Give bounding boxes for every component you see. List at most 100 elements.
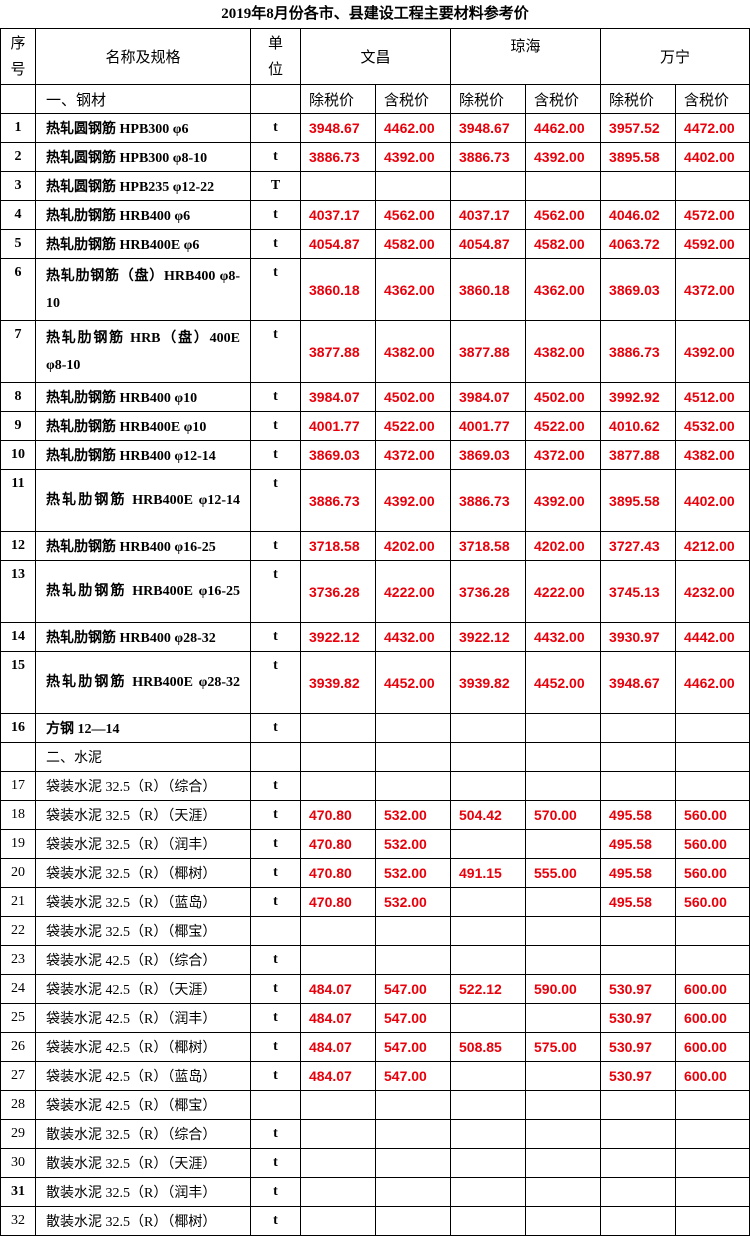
material-name: 袋装水泥 42.5（R）（润丰） xyxy=(35,1003,251,1033)
price-incl-tax: 570.00 xyxy=(525,800,602,830)
price-incl-tax: 4502.00 xyxy=(525,382,602,412)
price-incl-tax: 4222.00 xyxy=(525,560,602,623)
row-number: 23 xyxy=(0,945,36,975)
price-incl-tax xyxy=(675,1119,750,1149)
cell xyxy=(675,742,750,772)
price-incl-tax: 547.00 xyxy=(374,1032,452,1062)
cell xyxy=(0,84,36,114)
row-number: 30 xyxy=(0,1148,36,1178)
unit: t xyxy=(250,713,301,743)
price-incl-tax xyxy=(525,1090,602,1120)
price-incl-tax: 547.00 xyxy=(374,1061,452,1091)
price-pre-tax: 3984.07 xyxy=(300,382,376,412)
unit: t xyxy=(250,1119,301,1149)
price-incl-tax xyxy=(525,1206,602,1236)
price-pre-tax xyxy=(450,1003,527,1033)
material-name: 热轧肋钢筋 HRB400E φ28-32 xyxy=(35,651,251,714)
table-row: 19 袋装水泥 32.5（R）（润丰） t 470.80 532.00 495.58 560… xyxy=(0,829,750,859)
price-pre-tax: 484.07 xyxy=(300,974,376,1004)
price-pre-tax xyxy=(300,1119,376,1149)
price-incl-tax xyxy=(374,1090,452,1120)
price-incl-tax xyxy=(525,713,602,743)
price-pre-tax: 470.80 xyxy=(300,829,376,859)
price-incl-tax xyxy=(525,829,602,859)
price-pre-tax: 3736.28 xyxy=(450,560,527,623)
price-pre-tax xyxy=(300,945,376,975)
price-pre-tax xyxy=(450,713,527,743)
header-no: 序号 xyxy=(0,28,36,85)
cell xyxy=(450,742,527,772)
price-pre-tax: 3718.58 xyxy=(450,531,527,561)
material-name: 袋装水泥 42.5（R）（天涯） xyxy=(35,974,251,1004)
price-incl-tax xyxy=(374,713,452,743)
price-incl-tax: 4392.00 xyxy=(675,320,750,383)
table-row: 32 散装水泥 32.5（R）（椰树） t xyxy=(0,1206,750,1236)
row-number: 4 xyxy=(0,200,36,230)
price-incl-tax: 4562.00 xyxy=(374,200,452,230)
price-incl-tax xyxy=(374,1177,452,1207)
price-pre-tax: 3745.13 xyxy=(600,560,677,623)
table-row: 10 热轧肋钢筋 HRB400 φ12-14 t 3869.03 4372.00 3869… xyxy=(0,440,750,470)
table-row: 30 散装水泥 32.5（R）（天涯） t xyxy=(0,1148,750,1178)
row-number: 2 xyxy=(0,142,36,172)
price-pre-tax: 484.07 xyxy=(300,1003,376,1033)
price-pre-tax: 3877.88 xyxy=(300,320,376,383)
cell xyxy=(300,742,376,772)
table-row: 27 袋装水泥 42.5（R）（蓝岛） t 484.07 547.00 530.97 600… xyxy=(0,1061,750,1091)
price-pre-tax: 470.80 xyxy=(300,800,376,830)
price-pre-tax: 4046.02 xyxy=(600,200,677,230)
price-incl-tax xyxy=(525,1003,602,1033)
material-name: 热轧圆钢筋 HPB300 φ8-10 xyxy=(35,142,251,172)
unit: t xyxy=(250,887,301,917)
unit: t xyxy=(250,411,301,441)
price-incl-tax xyxy=(374,916,452,946)
price-pre-tax xyxy=(600,1177,677,1207)
row-number: 11 xyxy=(0,469,36,532)
price-pre-tax: 484.07 xyxy=(300,1061,376,1091)
price-incl-tax xyxy=(525,171,602,201)
price-pre-tax: 3948.67 xyxy=(450,113,527,143)
price-incl-tax: 4232.00 xyxy=(675,560,750,623)
material-name: 袋装水泥 42.5（R）（蓝岛） xyxy=(35,1061,251,1091)
price-pre-tax: 3736.28 xyxy=(300,560,376,623)
price-incl-tax: 4372.00 xyxy=(525,440,602,470)
price-incl-tax: 4202.00 xyxy=(374,531,452,561)
unit xyxy=(250,1090,301,1120)
material-name: 热轧肋钢筋 HRB400 φ16-25 xyxy=(35,531,251,561)
subheader-incl-tax: 含税价 xyxy=(675,84,750,114)
price-pre-tax: 4037.17 xyxy=(450,200,527,230)
price-pre-tax xyxy=(300,1148,376,1178)
price-incl-tax: 560.00 xyxy=(675,887,750,917)
unit: t xyxy=(250,1206,301,1236)
price-pre-tax xyxy=(300,916,376,946)
price-pre-tax: 3886.73 xyxy=(300,469,376,532)
unit: t xyxy=(250,531,301,561)
row-number: 29 xyxy=(0,1119,36,1149)
material-name: 方钢 12—14 xyxy=(35,713,251,743)
price-pre-tax: 3727.43 xyxy=(600,531,677,561)
price-incl-tax: 4582.00 xyxy=(525,229,602,259)
price-pre-tax: 3922.12 xyxy=(300,622,376,652)
price-pre-tax: 495.58 xyxy=(600,800,677,830)
price-pre-tax: 3886.73 xyxy=(450,142,527,172)
price-incl-tax xyxy=(374,945,452,975)
row-number: 26 xyxy=(0,1032,36,1062)
price-pre-tax: 495.58 xyxy=(600,858,677,888)
price-pre-tax xyxy=(450,887,527,917)
header-city-wanning: 万宁 xyxy=(600,28,750,85)
price-pre-tax: 3869.03 xyxy=(600,258,677,321)
price-incl-tax: 4382.00 xyxy=(675,440,750,470)
table-row: 7 热轧肋钢筋 HRB（盘）400E φ8-10 t 3877.88 4382.00 38… xyxy=(0,320,750,383)
price-pre-tax xyxy=(600,1206,677,1236)
unit: t xyxy=(250,858,301,888)
price-pre-tax xyxy=(450,1177,527,1207)
material-name: 散装水泥 32.5（R）（综合） xyxy=(35,1119,251,1149)
price-incl-tax: 4502.00 xyxy=(374,382,452,412)
price-pre-tax: 4010.62 xyxy=(600,411,677,441)
price-incl-tax xyxy=(675,713,750,743)
material-name: 袋装水泥 42.5（R）（椰宝） xyxy=(35,1090,251,1120)
material-name: 热轧肋钢筋（盘）HRB400 φ8-10 xyxy=(35,258,251,321)
material-name: 袋装水泥 32.5（R）（椰树） xyxy=(35,858,251,888)
price-incl-tax: 4392.00 xyxy=(525,142,602,172)
price-incl-tax xyxy=(374,1119,452,1149)
